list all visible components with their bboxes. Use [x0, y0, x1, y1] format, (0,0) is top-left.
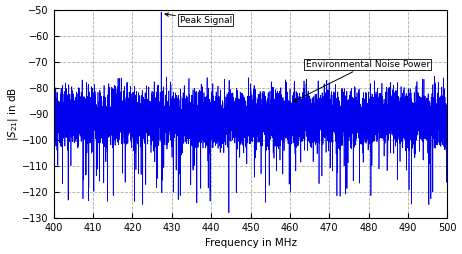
Text: Peak Signal: Peak Signal [165, 13, 232, 25]
Text: Environmental Noise Power: Environmental Noise Power [293, 60, 430, 102]
Y-axis label: $|S_{21}|$ in dB: $|S_{21}|$ in dB [6, 87, 19, 141]
X-axis label: Frequency in MHz: Frequency in MHz [205, 239, 297, 248]
